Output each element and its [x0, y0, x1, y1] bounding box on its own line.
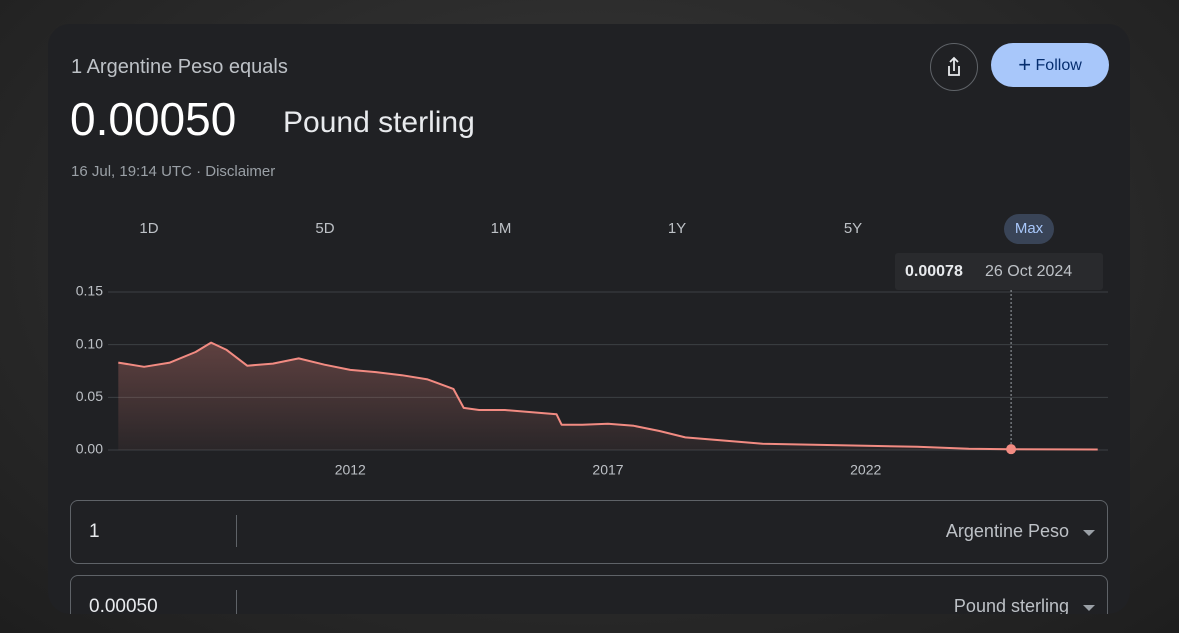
rate-value: 0.00050: [70, 93, 237, 145]
to-currency[interactable]: Pound sterling: [953, 596, 1069, 614]
disclaimer-link[interactable]: Disclaimer: [205, 163, 276, 180]
share-icon: [948, 56, 960, 76]
follow-label: Follow: [1035, 57, 1082, 74]
timestamp-line: 16 Jul, 19:14 UTC · Disclaimer: [71, 163, 276, 180]
timestamp: 16 Jul, 19:14 UTC: [71, 163, 192, 180]
to-field[interactable]: 0.00050 Pound sterling: [70, 575, 1108, 614]
from-amount: 1: [89, 521, 100, 542]
to-amount: 0.00050: [89, 596, 158, 614]
from-currency[interactable]: Argentine Peso: [945, 521, 1069, 541]
subtitle: 1 Argentine Peso equals: [71, 56, 288, 78]
rate-currency: Pound sterling: [283, 106, 475, 139]
card: 1 Argentine Peso equals 0.00050 Pound st…: [48, 24, 1130, 614]
share-button[interactable]: [930, 43, 978, 91]
follow-button[interactable]: + Follow: [991, 43, 1109, 87]
from-field[interactable]: 1 Argentine Peso: [70, 500, 1108, 564]
